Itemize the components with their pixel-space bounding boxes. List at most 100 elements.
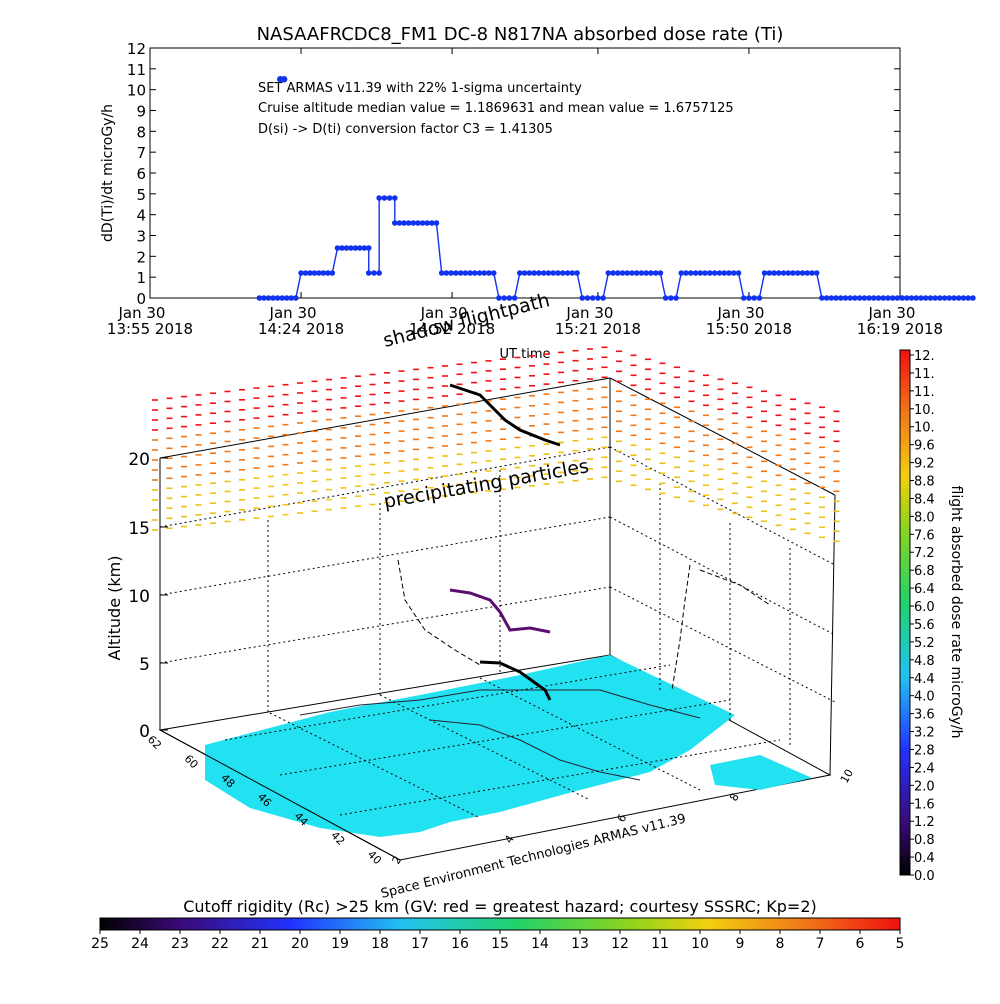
dose-rate-point: [809, 270, 815, 276]
colorbar-tick-label: 8.0: [914, 510, 935, 525]
dose-rate-point: [668, 295, 674, 301]
top-x-tick-label-line1: Jan 30: [565, 304, 613, 322]
dose-rate-point: [438, 270, 445, 276]
dose-rate-point: [870, 295, 877, 301]
floor-grid-1: [224, 664, 671, 741]
dose-rate-point: [780, 270, 787, 276]
dose-colorbar-title: flight absorbed dose rate microGy/h: [948, 486, 964, 739]
colorbar-tick-label: 0.8: [914, 833, 935, 848]
dose-rate-point: [261, 295, 267, 301]
dose-rate-point: [697, 270, 704, 276]
top-x-tick-label-line1: Jan 30: [868, 304, 916, 322]
dose-rate-point: [866, 295, 872, 301]
cutoff-colorbar: [99, 917, 901, 931]
dose-rate-point: [302, 270, 309, 276]
altitude-tick-label: 20: [128, 450, 150, 470]
dose-rate-point: [501, 295, 507, 301]
flight-path-low: [479, 660, 552, 701]
dose-rate-point: [861, 295, 868, 301]
dose-rate-point: [643, 270, 650, 276]
dose-rate-point: [490, 270, 497, 276]
floor-grid-5: [379, 694, 591, 801]
dose-rate-point: [265, 295, 272, 301]
dose-rate-point: [472, 270, 478, 276]
altitude-tick-label: 5: [139, 655, 150, 675]
cutoff-tick-label: 25: [91, 936, 109, 952]
dose-rate-point: [506, 295, 513, 301]
latitude-tick-label: 42: [328, 829, 347, 848]
cutoff-tick-label: 21: [251, 936, 269, 952]
colorbar-tick-label: 3.2: [914, 726, 935, 741]
dose-rate-line: [259, 197, 973, 299]
dose-rate-point: [740, 295, 747, 301]
dose-rate-point: [526, 270, 533, 276]
dose-rate-point: [619, 270, 626, 276]
dose-rate-point: [707, 270, 713, 276]
colorbar-tick-label: 5.6: [914, 618, 935, 633]
dose-rate-point: [880, 295, 887, 301]
dose-rate-point: [842, 295, 849, 301]
dose-rate-point: [794, 270, 801, 276]
shadow-path-2: [671, 564, 691, 691]
annotation-line-1: SET ARMAS v11.39 with 22% 1-sigma uncert…: [258, 81, 582, 96]
dose-rate-point: [316, 270, 322, 276]
dose-rate-point: [550, 270, 557, 276]
dose-colorbar: [899, 349, 911, 876]
top-x-tick-label-line1: Jan 30: [118, 304, 166, 322]
dose-rate-highlight-point: [281, 76, 288, 83]
top-y-tick-label: 3: [136, 228, 146, 246]
top-y-tick-label: 12: [127, 40, 146, 58]
colorbar-tick-label: 6.8: [914, 564, 935, 579]
cutoff-tick-label: 5: [896, 936, 905, 952]
floor-grid-6: [479, 677, 701, 791]
dose-rate-point: [652, 270, 659, 276]
colorbar-tick-label: 7.2: [914, 546, 935, 561]
dose-rate-point: [638, 270, 645, 276]
dose-rate-point: [410, 220, 417, 226]
colorbar-tick-label: 11.: [914, 367, 935, 382]
cutoff-tick-label: 13: [571, 936, 589, 952]
cutoff-tick-label: 7: [816, 936, 825, 952]
cutoff-tick-label: 23: [171, 936, 189, 952]
dose-rate-point: [657, 270, 664, 276]
dose-rate-point: [716, 270, 723, 276]
dose-rate-point: [615, 270, 621, 276]
dose-rate-point: [785, 270, 792, 276]
dose-rate-point: [746, 295, 752, 301]
box-frame: [159, 377, 836, 861]
dose-rate-point: [683, 270, 689, 276]
dose-rate-point: [371, 270, 377, 276]
dose-rate-point: [813, 270, 820, 276]
map-borders: [299, 689, 701, 719]
dose-rate-point: [790, 270, 796, 276]
dose-rate-point: [730, 270, 737, 276]
dose-rate-point: [405, 220, 412, 226]
top-chart-title: NASAAFRCDC8_FM1 DC-8 N817NA absorbed dos…: [257, 24, 784, 45]
dose-rate-point: [334, 245, 341, 251]
dose-rate-point: [908, 295, 915, 301]
dose-rate-point: [804, 270, 810, 276]
top-x-tick-label-line2: 14:52 2018: [409, 320, 495, 338]
top-y-tick-label: 0: [136, 290, 146, 308]
dose-rate-point: [648, 270, 654, 276]
dose-rate-point: [307, 270, 313, 276]
dose-rate-point: [662, 295, 669, 301]
dose-rate-point: [540, 270, 547, 276]
dose-rate-point: [932, 295, 938, 301]
dose-rate-point: [311, 270, 318, 276]
colorbar-tick-label: 8.8: [914, 475, 935, 490]
precipitating-particles-field: [152, 346, 840, 543]
dose-rate-point: [339, 245, 345, 251]
dose-rate-point: [579, 295, 586, 301]
dose-rate-point: [396, 220, 403, 226]
dose-rate-point: [941, 295, 948, 301]
colorbar-tick-label: 1.2: [914, 815, 935, 830]
colorbar-tick-label: 1.6: [914, 797, 935, 812]
dose-rate-point: [424, 220, 430, 226]
cutoff-tick-label: 20: [291, 936, 309, 952]
dose-rate-point: [270, 295, 276, 301]
dose-rate-point: [852, 295, 858, 301]
dose-rate-point: [711, 270, 718, 276]
